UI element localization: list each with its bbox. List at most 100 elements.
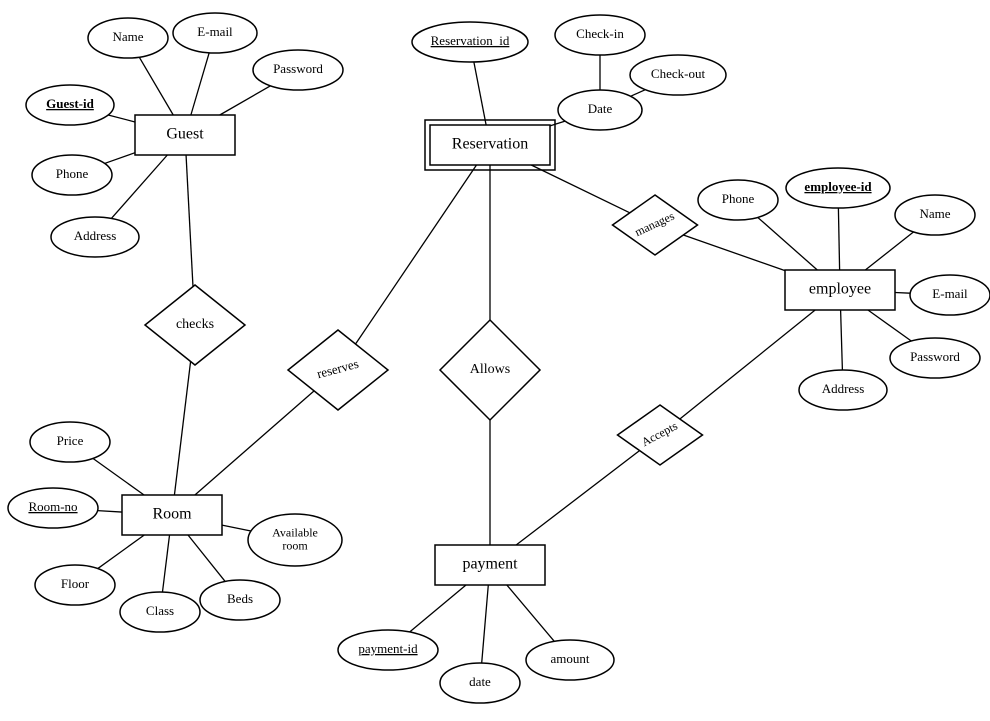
attribute-check_out-label: Check-out xyxy=(651,66,706,81)
attribute-room_available-l0-label: Available xyxy=(272,525,318,539)
attribute-emp_password-label: Password xyxy=(910,349,960,364)
entity-payment-label: payment xyxy=(462,556,518,573)
attribute-guest_name: Name xyxy=(88,18,168,58)
entity-guest: Guest xyxy=(135,115,235,155)
attribute-room_price-label: Price xyxy=(57,433,84,448)
attribute-guest_password: Password xyxy=(253,50,343,90)
edge-res_date-check_out xyxy=(631,90,646,97)
edge-employee-emp_phone xyxy=(758,217,818,270)
attribute-check_out: Check-out xyxy=(630,55,726,95)
attribute-check_in-label: Check-in xyxy=(576,26,624,41)
edge-employee-emp_password xyxy=(868,310,911,341)
attribute-emp_address-label: Address xyxy=(822,381,865,396)
attribute-res_date: Date xyxy=(558,90,642,130)
relationship-reserves: reserves xyxy=(288,330,388,410)
edge-room-room_available xyxy=(222,525,251,531)
attribute-emp_phone: Phone xyxy=(698,180,778,220)
er-diagram: Guest Reservation employee Room payment check… xyxy=(0,0,990,721)
edge-reservation-reservation_id xyxy=(474,62,486,125)
attribute-payment_id: payment-id xyxy=(338,630,438,670)
edge-employee-emp_address xyxy=(841,310,843,370)
attribute-guest_id-label: Guest-id xyxy=(46,96,94,111)
edge-accepts-payment xyxy=(516,451,639,545)
attribute-room_price: Price xyxy=(30,422,110,462)
attribute-payment_amount-label: amount xyxy=(551,651,590,666)
attribute-emp_email-label: E-mail xyxy=(932,286,968,301)
edge-employee-accepts xyxy=(680,310,815,419)
edge-reservation-res_date xyxy=(550,121,565,126)
relationship-manages: manages xyxy=(613,195,698,255)
relationship-checks-label: checks xyxy=(176,317,214,332)
entity-guest-label: Guest xyxy=(166,126,204,143)
relationship-accepts: Accepts xyxy=(618,405,703,465)
edge-guest-guest_address xyxy=(111,155,167,218)
attribute-guest_phone-label: Phone xyxy=(56,166,89,181)
attribute-room_floor-label: Floor xyxy=(61,576,90,591)
attribute-guest_name-label: Name xyxy=(112,29,143,44)
edge-employee-emp_name xyxy=(865,232,913,270)
attribute-room_beds-label: Beds xyxy=(227,591,253,606)
attribute-emp_phone-label: Phone xyxy=(722,191,755,206)
relationship-allows-label: Allows xyxy=(470,362,510,377)
edge-employee-emp_id xyxy=(838,208,839,270)
attribute-emp_id: employee-id xyxy=(786,168,890,208)
attribute-payment_id-label: payment-id xyxy=(358,641,418,656)
attribute-emp_address: Address xyxy=(799,370,887,410)
attribute-payment_amount: amount xyxy=(526,640,614,680)
edge-reservation-manages xyxy=(531,165,630,213)
edge-payment-payment_amount xyxy=(507,585,554,641)
attribute-reservation_id-label: Reservation_id xyxy=(431,33,510,48)
edge-room-room_floor xyxy=(98,535,145,569)
edge-payment-payment_date xyxy=(482,585,489,663)
shapes-layer: Guest Reservation employee Room payment check… xyxy=(8,13,990,703)
edge-room-room_beds xyxy=(188,535,225,581)
edge-reservation-reserves xyxy=(356,165,477,344)
edge-room-room_no xyxy=(98,511,122,512)
attribute-reservation_id: Reservation_id xyxy=(412,22,528,62)
attribute-check_in: Check-in xyxy=(555,15,645,55)
entity-employee-label: employee xyxy=(809,281,871,298)
attribute-room_beds: Beds xyxy=(200,580,280,620)
attribute-emp_name-label: Name xyxy=(919,206,950,221)
attribute-room_no: Room-no xyxy=(8,488,98,528)
attribute-res_date-label: Date xyxy=(588,101,613,116)
attribute-room_no-label: Room-no xyxy=(28,499,77,514)
edge-room-room_price xyxy=(93,458,144,495)
attribute-room_class-label: Class xyxy=(146,603,174,618)
attribute-emp_password: Password xyxy=(890,338,980,378)
attribute-guest_email-label: E-mail xyxy=(197,24,233,39)
attribute-guest_address: Address xyxy=(51,217,139,257)
attribute-emp_email: E-mail xyxy=(910,275,990,315)
attribute-room_available: Availableroom xyxy=(248,514,342,566)
edge-payment-payment_id xyxy=(410,585,466,632)
attribute-payment_date: date xyxy=(440,663,520,703)
attribute-guest_phone: Phone xyxy=(32,155,112,195)
edge-guest-guest_id xyxy=(108,115,135,122)
attribute-emp_id-label: employee-id xyxy=(804,179,872,194)
edge-employee-emp_email xyxy=(895,293,910,294)
edge-guest-guest_phone xyxy=(105,153,135,164)
attribute-room_available-l1-label: room xyxy=(282,538,308,552)
attribute-guest_password-label: Password xyxy=(273,61,323,76)
entity-employee: employee xyxy=(785,270,895,310)
edge-guest-guest_email xyxy=(191,53,209,115)
edge-room-room_class xyxy=(162,535,169,592)
entity-room: Room xyxy=(122,495,222,535)
edge-manages-employee xyxy=(683,235,785,271)
attribute-room_class: Class xyxy=(120,592,200,632)
edge-guest-checks xyxy=(186,155,193,287)
attribute-guest_address-label: Address xyxy=(74,228,117,243)
attribute-guest_email: E-mail xyxy=(173,13,257,53)
attribute-emp_name: Name xyxy=(895,195,975,235)
attribute-payment_date-label: date xyxy=(469,674,491,689)
edge-reserves-room xyxy=(195,391,314,495)
entity-payment: payment xyxy=(435,545,545,585)
entity-room-label: Room xyxy=(152,506,192,523)
edge-guest-guest_password xyxy=(220,86,271,115)
entity-reservation: Reservation xyxy=(425,120,555,170)
relationship-checks: checks xyxy=(145,285,245,365)
edge-checks-room xyxy=(174,361,190,495)
entity-reservation-label: Reservation xyxy=(452,136,528,153)
attribute-guest_id: Guest-id xyxy=(26,85,114,125)
edge-guest-guest_name xyxy=(139,57,173,115)
